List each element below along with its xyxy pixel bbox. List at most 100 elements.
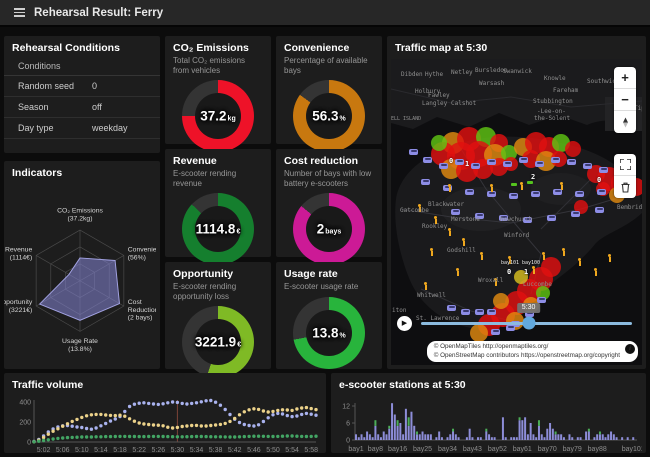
- scooter-icon: [527, 181, 533, 184]
- page-title: Rehearsal Result: Ferry: [34, 6, 164, 19]
- car-icon: [491, 329, 500, 335]
- car-icon: [525, 311, 534, 317]
- slider-handle[interactable]: [522, 316, 536, 330]
- kpi-title: Cost reduction: [284, 155, 359, 167]
- svg-text:6: 6: [346, 421, 350, 428]
- gauge-donut: 1114.8€: [182, 193, 254, 265]
- compass-button[interactable]: [614, 111, 636, 133]
- car-icon: [487, 309, 496, 315]
- person-icon: [448, 228, 452, 236]
- stations-panel: e-scooter stations at 5:30 0 6 12 bay1 bay8 b…: [331, 373, 646, 453]
- traffic-volume-panel: Traffic volume 0 200 400 5:02 5:06 5:10 5:14 5:…: [4, 373, 326, 453]
- kpi-subtitle: E-scooter usage rate: [284, 282, 359, 291]
- stations-bar-chart: 0 6 12 bay1 bay8 bay16 bay25 bay34 bay43 bay52 bay…: [331, 393, 646, 453]
- svg-text:5:58: 5:58: [304, 447, 318, 453]
- delete-button[interactable]: [614, 176, 636, 198]
- play-button[interactable]: ▶: [397, 315, 412, 331]
- gauge-donut: 3221.9€: [182, 306, 254, 378]
- attribution-line[interactable]: © OpenMapTiles http://openmaptiles.org/: [433, 343, 549, 350]
- indicators-panel: Indicators CO₂ Emissions (37.2kg) Convenie…: [4, 161, 160, 369]
- row-label: Season: [18, 102, 49, 112]
- menu-icon[interactable]: [6, 0, 32, 26]
- kpi-card-co2-emissions: CO₂ Emissions Total CO₂ emissions from v…: [165, 36, 271, 152]
- info-icon[interactable]: i: [625, 344, 635, 354]
- car-icon: [506, 325, 515, 331]
- person-icon: [608, 254, 612, 262]
- map-canvas[interactable]: Dibden Hythe Netley Bursledon Swanwick Knowle…: [391, 59, 642, 365]
- car-icon: [409, 149, 418, 155]
- app-header: Rehearsal Result: Ferry: [0, 0, 650, 27]
- play-icon: ▶: [401, 320, 408, 327]
- panel-title: Rehearsal Conditions: [12, 42, 120, 54]
- zoom-out-button[interactable]: −: [614, 89, 636, 111]
- svg-text:(37.2kg): (37.2kg): [68, 215, 93, 222]
- svg-text:Reduction: Reduction: [128, 307, 156, 314]
- bay-count-label: 0: [449, 157, 454, 165]
- svg-text:5:50: 5:50: [266, 447, 280, 453]
- map-extra-controls: [614, 154, 636, 198]
- row-value: 0: [92, 81, 98, 91]
- svg-text:5:46: 5:46: [247, 447, 261, 453]
- slider-track[interactable]: 5:30: [421, 302, 632, 330]
- person-icon: [594, 268, 598, 276]
- car-icon: [447, 305, 456, 311]
- kpi-card-convenience: Convenience Percentage of available bays…: [276, 36, 382, 152]
- gauge-donut: 13.8%: [293, 296, 365, 369]
- time-slider: ▶ 5:30: [397, 302, 632, 331]
- person-icon: [560, 182, 564, 190]
- kpi-value: 2: [316, 221, 325, 237]
- heat-blob: [514, 270, 528, 284]
- svg-text:0: 0: [346, 438, 350, 445]
- svg-text:5:06: 5:06: [56, 447, 70, 453]
- svg-text:bay70: bay70: [538, 446, 557, 453]
- car-icon: [595, 207, 604, 213]
- svg-text:0: 0: [27, 440, 31, 447]
- scooter-icon: [511, 183, 517, 186]
- svg-text:Usage Rate: Usage Rate: [62, 338, 98, 345]
- svg-text:200: 200: [19, 420, 31, 427]
- car-icon: [583, 163, 592, 169]
- svg-text:5:10: 5:10: [75, 447, 89, 453]
- kpi-unit: %: [339, 115, 346, 123]
- person-icon: [434, 216, 438, 224]
- car-icon: [575, 191, 584, 197]
- fullscreen-button[interactable]: [614, 154, 636, 176]
- car-icon: [443, 185, 452, 191]
- car-icon: [551, 157, 560, 163]
- kpi-card-opportunity: Opportunity E-scooter rending opportunit…: [165, 262, 271, 378]
- car-icon: [451, 209, 460, 215]
- heat-blob: [470, 324, 488, 342]
- rehearsal-conditions-panel: Rehearsal Conditions Conditions Random s…: [4, 36, 160, 153]
- svg-text:bay88: bay88: [588, 446, 607, 453]
- svg-text:5:30: 5:30: [171, 447, 185, 453]
- kpi-title: Usage rate: [284, 268, 338, 280]
- map-base-layer: [391, 59, 642, 365]
- svg-text:5:42: 5:42: [228, 447, 242, 453]
- svg-text:(2 bays): (2 bays): [128, 315, 153, 322]
- kpi-title: CO₂ Emissions: [173, 42, 249, 54]
- kpi-value: 1114.8: [195, 221, 236, 237]
- kpi-title: Revenue: [173, 155, 217, 167]
- kpi-subtitle: E-scooter rending revenue: [173, 169, 237, 188]
- bay-count-label: 1: [524, 268, 529, 276]
- svg-text:5:22: 5:22: [132, 447, 146, 453]
- row-label: Day type: [18, 123, 54, 133]
- bay-count-label: 1: [465, 160, 470, 168]
- table-row: Random seed 0: [4, 76, 160, 97]
- kpi-title: Opportunity: [173, 268, 234, 280]
- car-icon: [423, 157, 432, 163]
- person-icon: [520, 182, 524, 190]
- svg-text:bay8: bay8: [368, 446, 383, 453]
- kpi-value: 37.2: [200, 108, 227, 124]
- person-icon: [562, 248, 566, 256]
- svg-text:bay25: bay25: [413, 446, 432, 453]
- kpi-value: 56.3: [312, 108, 339, 124]
- zoom-in-button[interactable]: +: [614, 67, 636, 89]
- svg-text:12: 12: [342, 404, 350, 411]
- panel-title: e-scooter stations at 5:30: [339, 379, 466, 391]
- compass-icon: [622, 117, 628, 127]
- time-tooltip: 5:30: [516, 302, 541, 313]
- attribution-line[interactable]: © OpenStreetMap contributors https://ope…: [433, 351, 620, 359]
- gauge-donut: 2bays: [293, 193, 365, 265]
- kpi-value: 13.8: [312, 325, 339, 340]
